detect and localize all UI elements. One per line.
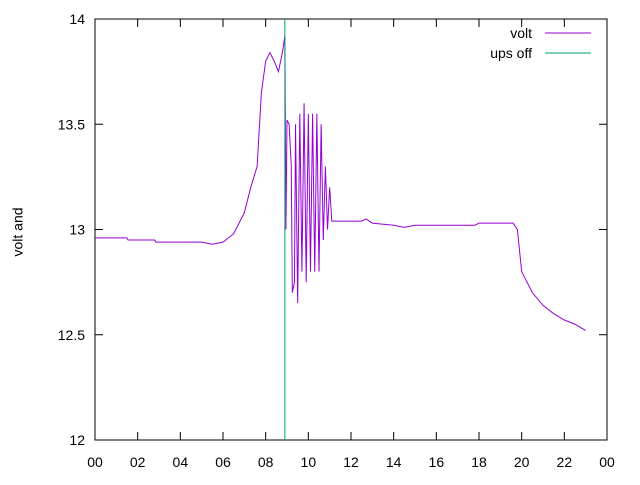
x-tick-label: 04	[173, 454, 189, 470]
legend-label: volt	[510, 25, 532, 41]
x-tick-label: 12	[343, 454, 359, 470]
y-tick-label: 12	[69, 432, 85, 448]
legend-label: ups off	[490, 45, 532, 61]
x-tick-label: 00	[87, 454, 103, 470]
x-tick-label: 06	[215, 454, 231, 470]
x-tick-label: 10	[301, 454, 317, 470]
y-tick-label: 13	[69, 222, 85, 238]
y-tick-label: 14	[69, 11, 85, 27]
x-tick-label: 16	[429, 454, 445, 470]
x-tick-label: 18	[471, 454, 487, 470]
y-axis-label: volt and	[10, 207, 26, 256]
series-line	[95, 35, 586, 331]
plot-border	[94, 18, 608, 441]
x-tick-label: 14	[386, 454, 402, 470]
x-tick-label: 02	[130, 454, 146, 470]
x-tick-label: 20	[514, 454, 530, 470]
x-tick-label: 00	[599, 454, 615, 470]
y-tick-label: 12.5	[58, 327, 85, 343]
x-tick-label: 08	[258, 454, 274, 470]
y-tick-label: 13.5	[58, 116, 85, 132]
x-tick-label: 22	[557, 454, 573, 470]
